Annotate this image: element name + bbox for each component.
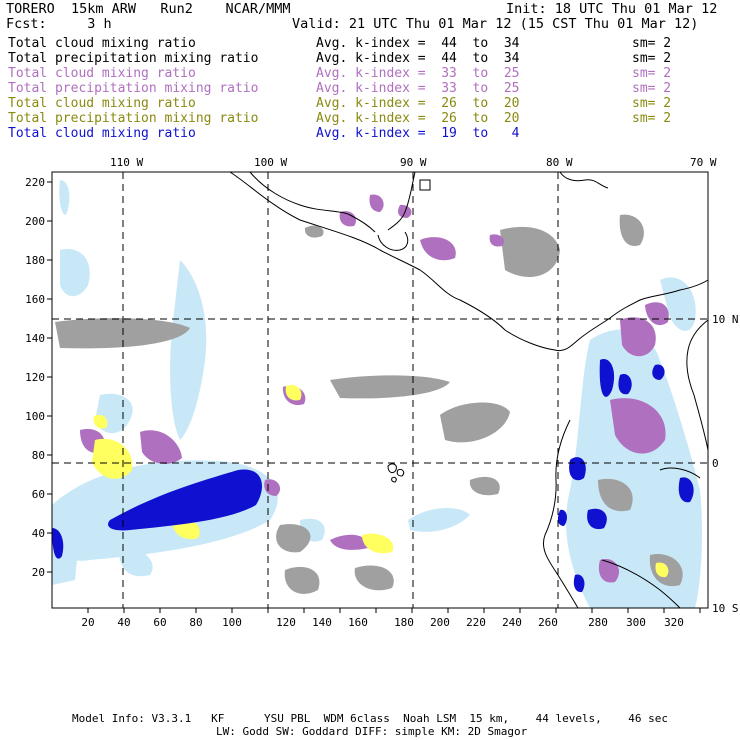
- gray-cloud-areas: [55, 214, 683, 594]
- legend-sm-6: sm= 2: [632, 111, 672, 126]
- lat-label-10n: 10 N: [712, 313, 739, 326]
- x-tick-label: 260: [538, 616, 558, 629]
- legend-kindex-3: Avg. k-index = 33 to 25: [316, 66, 520, 81]
- x-tick-label: 140: [312, 616, 332, 629]
- init-time: Init: 18 UTC Thu 01 Mar 12: [506, 1, 718, 17]
- x-tick-label: 280: [588, 616, 608, 629]
- y-tick-label: 100: [25, 410, 45, 423]
- x-tick-label: 20: [81, 616, 94, 629]
- y-tick-label: 20: [32, 566, 45, 579]
- x-tick-label: 40: [117, 616, 130, 629]
- legend-field-5: Total cloud mixing ratio: [8, 96, 196, 111]
- blue-cloud-areas: [52, 359, 694, 593]
- lon-label-90w: 90 W: [400, 156, 427, 169]
- legend-sm-3: sm= 2: [632, 66, 672, 81]
- x-tick-label: 200: [430, 616, 450, 629]
- legend-sm-5: sm= 2: [632, 96, 672, 111]
- x-tick-labels: 20 40 60 80 100 120 140 160 180 200 220 …: [81, 616, 684, 629]
- y-tick-label: 180: [25, 254, 45, 267]
- x-tick-label: 220: [466, 616, 486, 629]
- y-tick-label: 220: [25, 176, 45, 189]
- x-tick-label: 320: [664, 616, 684, 629]
- map-plot-area: [51, 171, 709, 609]
- yellow-cloud-areas: [92, 384, 669, 578]
- x-tick-label: 100: [222, 616, 242, 629]
- legend-kindex-4: Avg. k-index = 33 to 25: [316, 81, 520, 96]
- legend-kindex-5: Avg. k-index = 26 to 20: [316, 96, 520, 111]
- forecast-hour: Fcst: 3 h: [6, 16, 112, 32]
- legend-kindex-1: Avg. k-index = 44 to 34: [316, 36, 520, 51]
- x-tick-label: 160: [348, 616, 368, 629]
- model-info: Model Info: V3.3.1 KF YSU PBL WDM 6class…: [72, 712, 669, 725]
- legend-field-3: Total cloud mixing ratio: [8, 66, 196, 81]
- x-tick-label: 240: [502, 616, 522, 629]
- x-tick-label: 120: [276, 616, 296, 629]
- y-tick-label: 120: [25, 371, 45, 384]
- lon-label-100w: 100 W: [254, 156, 287, 169]
- y-tick-marks: [47, 181, 52, 573]
- legend-field-7: Total cloud mixing ratio: [8, 126, 196, 141]
- y-tick-label: 160: [25, 293, 45, 306]
- x-tick-label: 300: [626, 616, 646, 629]
- legend-sm-1: sm= 2: [632, 36, 672, 51]
- lon-label-70w: 70 W: [690, 156, 717, 169]
- legend-field-1: Total cloud mixing ratio: [8, 36, 196, 51]
- lon-label-110w: 110 W: [110, 156, 143, 169]
- x-tick-label: 180: [394, 616, 414, 629]
- x-tick-label: 80: [189, 616, 202, 629]
- legend-kindex-2: Avg. k-index = 44 to 34: [316, 51, 520, 66]
- y-tick-label: 80: [32, 449, 45, 462]
- legend-kindex-7: Avg. k-index = 19 to 4: [316, 126, 520, 141]
- legend-kindex-6: Avg. k-index = 26 to 20: [316, 111, 520, 126]
- y-tick-label: 140: [25, 332, 45, 345]
- lon-label-80w: 80 W: [546, 156, 573, 169]
- legend-sm-2: sm= 2: [632, 51, 672, 66]
- valid-time: Valid: 21 UTC Thu 01 Mar 12 (15 CST Thu …: [292, 16, 699, 32]
- map-frame: [51, 171, 709, 609]
- legend-field-4: Total precipitation mixing ratio: [8, 81, 259, 96]
- y-tick-label: 40: [32, 527, 45, 540]
- y-tick-label: 60: [32, 488, 45, 501]
- y-tick-labels: 220 200 180 160 140 120 100 80 60 40 20: [25, 176, 45, 579]
- lat-lon-grid: [52, 172, 708, 608]
- legend-field-2: Total precipitation mixing ratio: [8, 51, 259, 66]
- lat-label-10s: 10 S: [712, 602, 739, 615]
- legend-sm-4: sm= 2: [632, 81, 672, 96]
- legend-field-6: Total precipitation mixing ratio: [8, 111, 259, 126]
- y-tick-label: 200: [25, 215, 45, 228]
- model-title: TORERO 15km ARW Run2 NCAR/MMM: [6, 1, 291, 17]
- x-tick-label: 60: [153, 616, 166, 629]
- physics-info: LW: Godd SW: Goddard DIFF: simple KM: 2D…: [216, 725, 528, 738]
- lat-label-equator: 0: [712, 457, 719, 470]
- x-tick-marks: [87, 608, 701, 613]
